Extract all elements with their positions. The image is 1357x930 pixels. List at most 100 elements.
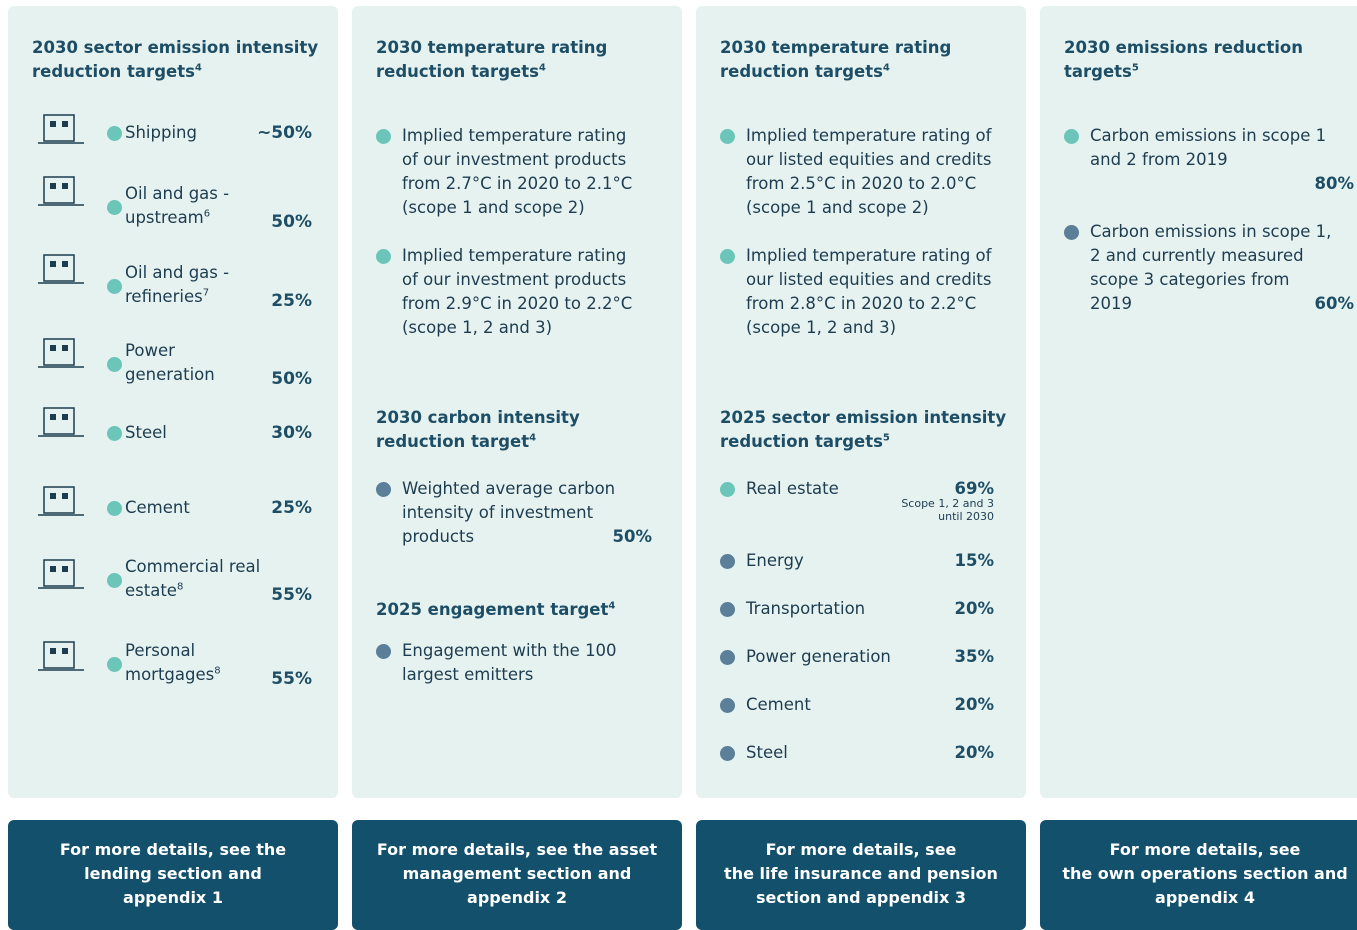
item-value: 20% — [954, 695, 995, 714]
label-text: Oil and gas - upstream — [125, 184, 230, 227]
footnote: 4 — [608, 600, 616, 612]
target-item: Implied temperature rating of our invest… — [376, 124, 652, 220]
target-item: Implied temperature rating of our invest… — [376, 244, 652, 340]
bullet — [1064, 225, 1079, 240]
label-text: Steel — [125, 423, 167, 442]
item-value: 20% — [954, 599, 995, 618]
footer-line: section and appendix 3 — [755, 888, 967, 907]
sector-icon — [38, 176, 84, 206]
bullet — [376, 482, 391, 497]
section-title: 2030 carbon intensity reduction target4 — [376, 406, 666, 454]
bullet — [107, 126, 122, 141]
label-text: Implied temperature rating of our listed… — [746, 246, 992, 337]
target-item: Real estate 69% Scope 1, 2 and 3 until 203… — [720, 477, 995, 523]
bullet — [107, 279, 122, 294]
footnote: 4 — [529, 432, 537, 444]
footer-line: the life insurance and pension — [724, 864, 998, 883]
label-text: Commercial real estate — [125, 557, 261, 600]
footnote: 5 — [882, 432, 890, 444]
label-text: Cement — [125, 498, 190, 517]
footnote: 4 — [194, 62, 202, 74]
bullet — [376, 129, 391, 144]
footnote: 6 — [203, 208, 211, 220]
label-text: Steel — [746, 743, 788, 762]
footnote: 4 — [882, 62, 890, 74]
title-text: 2030 sector emission intensity reduction… — [32, 38, 319, 81]
label-text: Engagement with the 100 largest emitters — [402, 641, 617, 684]
item-label: Cement — [746, 693, 996, 717]
bullet — [720, 650, 735, 665]
label-text: Oil and gas - refineries — [125, 263, 230, 306]
item-label: Energy — [746, 549, 996, 573]
target-item: Power generation 35% — [720, 645, 995, 669]
footer-box: For more details, see the lending section… — [8, 820, 338, 930]
item-value: 55% — [271, 669, 312, 689]
footer-line: For more details, see — [765, 840, 957, 859]
target-item: Shipping ~50% — [107, 121, 312, 145]
target-item: Carbon emissions in scope 1, 2 and curre… — [1064, 220, 1355, 316]
item-label: Personal mortgages8 — [125, 639, 265, 687]
bullet — [376, 249, 391, 264]
label-text: Personal mortgages — [125, 641, 215, 684]
item-label: Implied temperature rating of our invest… — [402, 124, 642, 220]
item-value: 20% — [954, 743, 995, 762]
item-label: Carbon emissions in scope 1 and 2 from 2… — [1090, 124, 1345, 172]
sector-icon — [38, 486, 84, 516]
item-label: Carbon emissions in scope 1, 2 and curre… — [1090, 220, 1335, 316]
title-text: 2030 carbon intensity reduction target — [376, 408, 580, 451]
label-text: Power generation — [746, 647, 891, 666]
bullet — [107, 501, 122, 516]
footer-line: the own operations section and — [1062, 864, 1348, 883]
item-value: 35% — [954, 647, 995, 666]
target-item: Transportation 20% — [720, 597, 996, 621]
footer-line: appendix 1 — [123, 888, 223, 907]
item-label: Implied temperature rating of our listed… — [746, 124, 1006, 220]
bullet — [1064, 129, 1079, 144]
item-label: Steel — [746, 741, 996, 765]
item-value: ~50% — [257, 123, 312, 143]
label-text: Carbon emissions in scope 1 and 2 from 2… — [1090, 126, 1327, 169]
footer-line: For more details, see the — [59, 840, 287, 859]
footer-box: For more details, see the asset managemen… — [352, 820, 682, 930]
item-value: 30% — [271, 423, 312, 443]
sector-icon — [38, 114, 84, 144]
title-text: 2025 engagement target — [376, 600, 609, 619]
bullet — [720, 249, 735, 264]
item-value: 60% — [1314, 294, 1355, 313]
target-item: Cement 25% — [107, 496, 312, 520]
panel: 2030 temperature rating reduction target… — [352, 6, 682, 798]
section-title: 2030 sector emission intensity reduction… — [32, 36, 322, 84]
item-label: Implied temperature rating of our listed… — [746, 244, 1006, 340]
footer-line: lending section and — [84, 864, 262, 883]
item-label: Engagement with the 100 largest emitters — [402, 639, 652, 687]
target-item: Cement 20% — [720, 693, 996, 717]
item-label: Transportation — [746, 597, 996, 621]
label-text: Transportation — [746, 599, 866, 618]
panel: 2030 emissions reduction targets5 Carbon … — [1040, 6, 1357, 798]
label-text: Implied temperature rating of our invest… — [402, 126, 633, 217]
title-text: 2030 temperature rating reduction target… — [376, 38, 608, 81]
item-label: Steel — [125, 421, 265, 445]
label-text: Cement — [746, 695, 811, 714]
item-value: 15% — [954, 551, 995, 570]
bullet — [107, 200, 122, 215]
item-label: Oil and gas - upstream6 — [125, 182, 265, 230]
sector-icon — [38, 641, 84, 671]
footnote: 4 — [538, 62, 546, 74]
item-label: Commercial real estate8 — [125, 555, 265, 603]
panel: 2030 temperature rating reduction target… — [696, 6, 1026, 798]
footer-box: For more details, see the own operations … — [1040, 820, 1357, 930]
item-label: Cement — [125, 496, 265, 520]
item-value: 69% — [954, 479, 995, 498]
label-text: Carbon emissions in scope 1, 2 and curre… — [1090, 222, 1332, 313]
label-text: Implied temperature rating of our invest… — [402, 246, 633, 337]
item-label: Oil and gas - refineries7 — [125, 261, 265, 309]
target-item: Steel 30% — [107, 421, 312, 445]
footnote: 8 — [214, 665, 221, 677]
label-text: Weighted average carbon intensity of inv… — [402, 479, 616, 546]
title-text: 2030 emissions reduction targets — [1064, 38, 1303, 81]
item-label: Weighted average carbon intensity of inv… — [402, 477, 652, 549]
bullet — [720, 554, 735, 569]
target-item: Implied temperature rating of our listed… — [720, 244, 994, 340]
